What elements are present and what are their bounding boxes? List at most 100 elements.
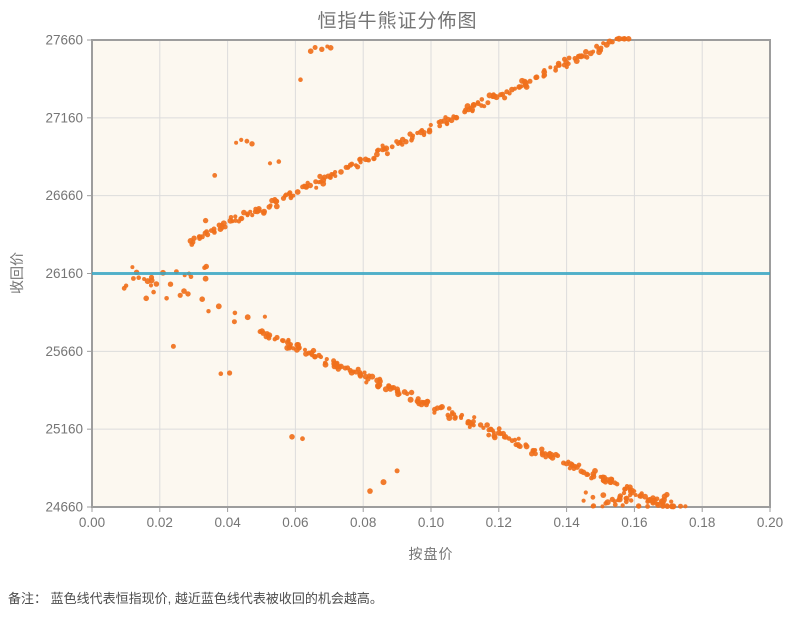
scatter-point <box>316 352 322 358</box>
scatter-point <box>250 213 255 218</box>
scatter-point <box>553 65 558 70</box>
scatter-point <box>199 296 205 303</box>
scatter-point <box>566 61 571 67</box>
scatter-point <box>425 398 430 404</box>
scatter-point <box>338 169 344 175</box>
scatter-point <box>355 164 361 170</box>
scatter-point <box>496 426 502 432</box>
scatter-point <box>280 338 285 343</box>
scatter-point <box>543 451 548 456</box>
scatter-point <box>453 114 460 121</box>
scatter-point <box>632 489 637 494</box>
svg-text:0.16: 0.16 <box>621 515 647 530</box>
scatter-point <box>612 499 617 504</box>
scatter-point <box>372 156 377 161</box>
scatter-point <box>300 436 305 442</box>
scatter-point <box>486 92 493 99</box>
scatter-point <box>592 468 598 474</box>
scatter-point <box>390 385 395 390</box>
scatter-point <box>583 490 588 495</box>
scatter-point <box>394 468 400 474</box>
scatter-point <box>615 36 620 41</box>
scatter-point <box>191 235 197 241</box>
scatter-point <box>437 123 443 129</box>
scatter-point <box>523 442 529 448</box>
svg-text:0.00: 0.00 <box>79 515 105 530</box>
scatter-point <box>219 225 225 231</box>
scatter-point <box>515 442 521 448</box>
scatter-point <box>321 174 328 180</box>
scatter-point <box>465 421 470 426</box>
x-axis-title: 按盘价 <box>408 546 454 562</box>
scatter-point <box>548 454 553 460</box>
y-axis-title: 收回价 <box>9 252 25 294</box>
scatter-point <box>291 346 296 351</box>
scatter-point <box>448 117 455 124</box>
scatter-point <box>543 454 548 460</box>
scatter-point <box>316 180 321 185</box>
svg-text:27660: 27660 <box>45 33 83 48</box>
scatter-point <box>345 165 351 170</box>
svg-text:0.18: 0.18 <box>689 515 715 530</box>
scatter-point <box>623 495 630 502</box>
scatter-points <box>121 35 688 510</box>
scatter-point <box>249 141 255 147</box>
scatter-point <box>202 217 209 224</box>
scatter-point <box>603 41 610 48</box>
scatter-point <box>408 389 415 396</box>
scatter-point <box>633 493 638 497</box>
scatter-point <box>261 208 267 215</box>
scatter-point <box>418 401 425 408</box>
svg-text:25660: 25660 <box>45 344 83 359</box>
scatter-point <box>238 216 243 221</box>
scatter-point <box>486 432 492 438</box>
scatter-point <box>446 406 452 411</box>
scatter-point <box>400 142 405 147</box>
scatter-point <box>661 497 667 503</box>
scatter-point <box>484 422 490 428</box>
scatter-point <box>358 160 363 165</box>
scatter-point <box>541 72 548 78</box>
scatter-point <box>298 77 303 82</box>
scatter-point <box>452 415 458 421</box>
scatter-point <box>151 289 156 295</box>
scatter-point <box>288 193 294 199</box>
scatter-point <box>404 391 410 397</box>
scatter-point <box>573 58 580 64</box>
scatter-point <box>302 183 309 190</box>
scatter-point <box>622 486 628 492</box>
scatter-point <box>267 161 273 166</box>
scatter-point <box>312 354 318 360</box>
scatter-point <box>286 339 291 344</box>
scatter-point <box>443 115 448 120</box>
scatter-point <box>415 400 420 405</box>
scatter-point <box>488 426 494 432</box>
scatter-point <box>322 360 328 366</box>
scatter-point <box>384 151 390 157</box>
svg-text:0.06: 0.06 <box>282 515 308 530</box>
scatter-point <box>362 370 367 375</box>
scatter-point <box>669 499 674 504</box>
scatter-point <box>181 288 187 294</box>
scatter-point <box>220 220 227 227</box>
scatter-point <box>170 343 176 349</box>
scatter-point <box>266 332 273 339</box>
scatter-point <box>428 122 433 128</box>
scatter-point <box>167 281 174 287</box>
scatter-point <box>232 310 238 316</box>
scatter-point <box>492 434 498 441</box>
scatter-point <box>314 185 319 190</box>
scatter-point <box>584 471 590 477</box>
scatter-point <box>596 47 601 52</box>
scatter-point <box>399 136 406 143</box>
scatter-point <box>212 173 218 178</box>
scatter-point <box>357 373 363 379</box>
scatter-point <box>317 173 323 179</box>
svg-text:0.02: 0.02 <box>147 515 173 530</box>
scatter-point <box>204 229 210 235</box>
scatter-point <box>553 451 559 458</box>
scatter-point <box>394 139 399 144</box>
scatter-point <box>567 466 573 471</box>
scatter-point <box>268 203 273 208</box>
scatter-point <box>604 499 611 506</box>
